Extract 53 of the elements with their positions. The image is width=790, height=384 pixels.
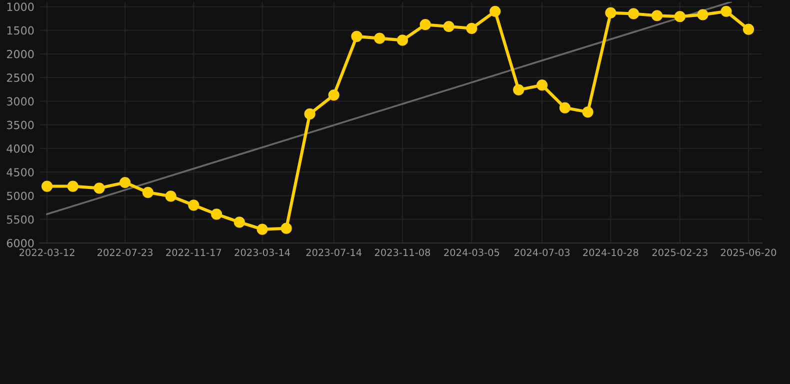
point	[94, 182, 105, 194]
point	[188, 200, 200, 211]
x-tick-label: 2022-07-23	[98, 248, 153, 256]
y-tick-label: 5000	[7, 192, 34, 200]
y-tick-label: 4500	[6, 168, 34, 176]
point	[605, 7, 616, 18]
x-tick-label: 2024-07-03	[514, 248, 570, 256]
y-tick-label: 1500	[7, 26, 34, 35]
point	[490, 6, 501, 17]
point	[396, 34, 408, 46]
x-tick-label: 2025-02-23	[652, 248, 708, 256]
x-tick-label: 2024-10-28	[583, 248, 638, 256]
point	[210, 208, 222, 220]
point	[67, 180, 78, 192]
point	[697, 9, 708, 20]
point	[582, 106, 594, 118]
point	[234, 216, 245, 228]
point	[142, 186, 154, 198]
point	[536, 80, 548, 91]
point	[513, 84, 524, 96]
point	[742, 24, 754, 35]
x-tick-label: 2023-03-14	[234, 248, 290, 256]
point	[256, 224, 268, 235]
x-tick-label: 2022-11-17	[166, 248, 222, 256]
y-tick-label: 2000	[6, 50, 34, 58]
point	[651, 10, 663, 22]
y-tick-label: 6000	[6, 238, 34, 248]
point	[328, 89, 340, 101]
y-tick-label: 3000	[7, 97, 34, 106]
point	[351, 30, 362, 42]
y-tick-label: 3500	[7, 120, 34, 130]
point	[304, 108, 316, 120]
point	[165, 190, 176, 202]
y-tick-label: 4000	[6, 144, 34, 153]
y-tick-label: 2500	[6, 74, 34, 82]
y-tick-label: 1000	[7, 2, 34, 12]
point	[41, 180, 53, 192]
point	[466, 22, 478, 34]
point	[280, 222, 292, 234]
x-tick-label: 2023-11-08	[374, 248, 430, 256]
x-tick-label: 2024-03-05	[444, 248, 500, 256]
x-tick-label: 2023-07-14	[306, 248, 362, 256]
x-tick-label: 2025-06-20	[720, 248, 776, 256]
y-tick-label: 5500	[7, 215, 34, 224]
point	[628, 8, 640, 20]
point	[443, 20, 454, 32]
point	[720, 6, 732, 17]
point	[674, 11, 686, 22]
x-tick-label: 2022-03-12	[20, 248, 74, 256]
point	[119, 176, 131, 188]
point	[559, 102, 570, 114]
point	[374, 32, 386, 44]
point	[420, 19, 431, 30]
